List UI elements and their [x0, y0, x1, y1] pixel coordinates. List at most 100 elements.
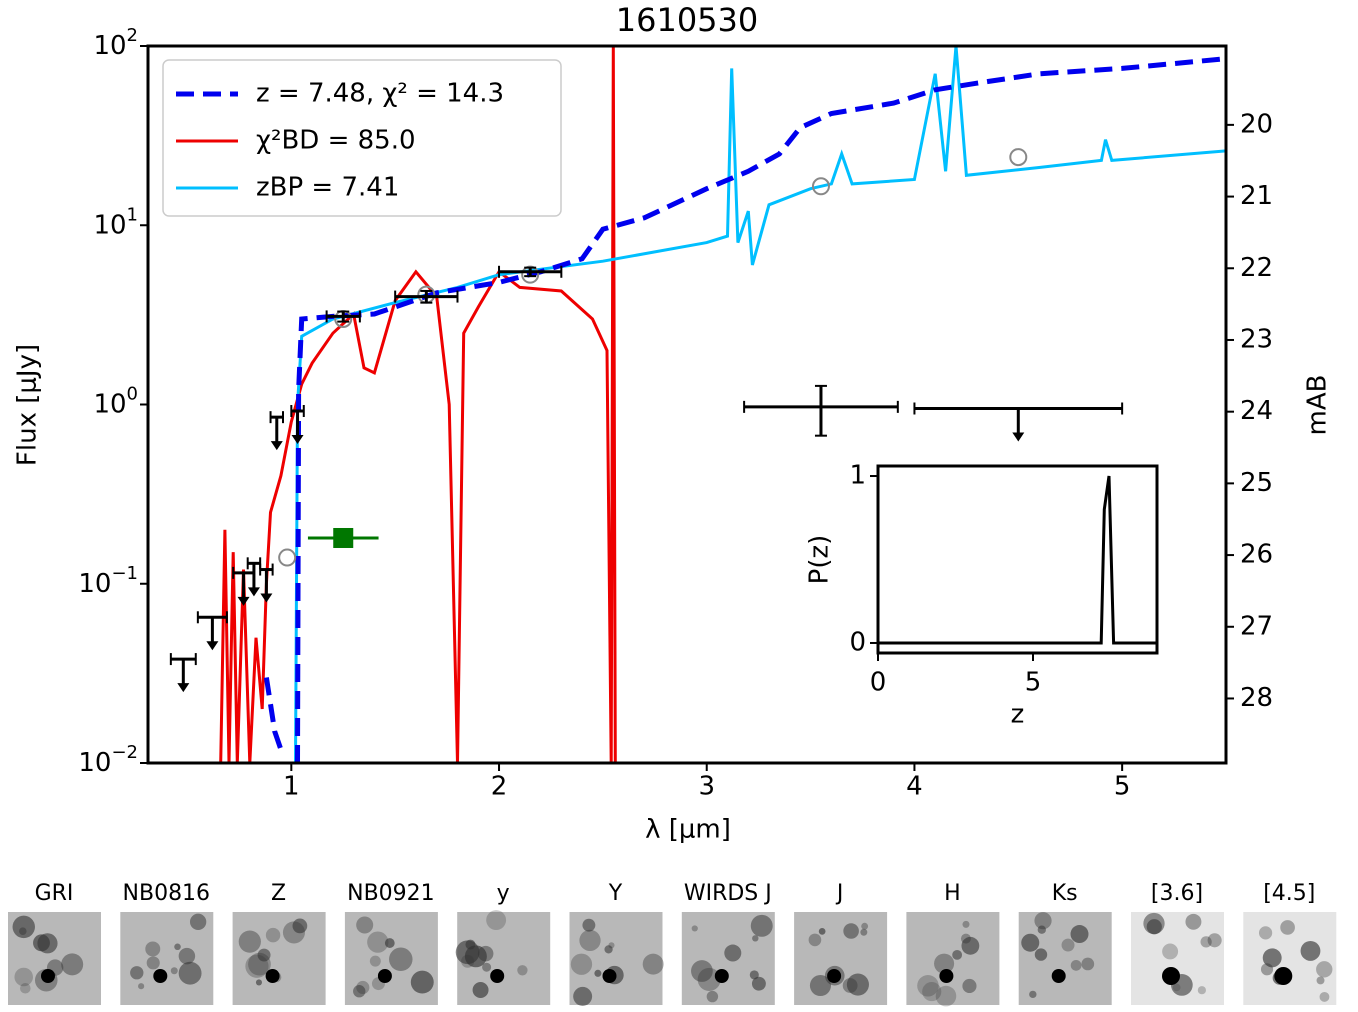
detection — [498, 265, 563, 278]
inset-bg — [878, 466, 1157, 653]
y2-tick-label: 27 — [1240, 611, 1273, 641]
inset-y-tick-label: 1 — [849, 461, 866, 491]
point — [333, 527, 354, 548]
cutout-blob — [1316, 976, 1325, 985]
y-tick-label: 102 — [93, 25, 138, 61]
cutout-blob — [178, 961, 202, 985]
cutout-label: Z — [271, 881, 286, 906]
cutout-blob — [1316, 961, 1333, 978]
cutout-blob — [1061, 938, 1075, 952]
upper-limit — [290, 404, 305, 444]
cutout-blob — [582, 918, 596, 932]
limit-arrowhead — [206, 641, 219, 651]
cutout-blob — [1262, 948, 1282, 968]
cutout-source — [153, 969, 168, 983]
cutout-blob — [389, 947, 413, 972]
cutout-blob — [245, 954, 269, 978]
cutout-label: Y — [608, 881, 623, 906]
cutout-label: [4.5] — [1263, 881, 1315, 906]
limit-arrowhead — [1012, 432, 1025, 442]
legend-box — [162, 59, 562, 217]
x-tick-label: 2 — [491, 772, 508, 802]
cutout-blob — [384, 938, 395, 948]
cutout-blob — [1070, 925, 1089, 944]
cutout-blob — [697, 967, 721, 991]
cutout-source — [1051, 969, 1066, 983]
y2-tick-label: 21 — [1240, 181, 1273, 211]
cutout-blob — [861, 922, 869, 930]
cutout-blob — [138, 983, 145, 990]
y2-tick-label: 23 — [1240, 324, 1273, 354]
y2-tick-label: 22 — [1240, 253, 1273, 283]
cutout-blob — [257, 948, 271, 962]
chart-title: 1610530 — [616, 1, 759, 39]
cutout-source — [490, 969, 505, 983]
cutout-blob — [367, 931, 389, 953]
cutout-blob — [353, 985, 366, 998]
cutout-source — [714, 969, 729, 983]
upper-limit — [246, 557, 262, 597]
cutout-blob — [809, 974, 832, 997]
detection — [325, 310, 361, 323]
cutout-blob — [642, 953, 664, 975]
y2-tick-label: 20 — [1240, 109, 1273, 139]
limit-arrowhead — [260, 593, 273, 603]
cutout-blob — [860, 928, 868, 936]
cutout-blob — [579, 929, 601, 952]
cutout-source — [1274, 967, 1293, 985]
detection — [743, 384, 899, 437]
cutout-label: y — [497, 881, 510, 906]
cutout-blob — [461, 954, 475, 968]
y2-tick-label: 25 — [1240, 468, 1273, 498]
cutout-blob — [1081, 957, 1095, 971]
cutout-blob — [1021, 933, 1040, 952]
cutout-label: NB0921 — [347, 881, 435, 906]
cutout-image — [906, 912, 1000, 1005]
cutout-blob — [808, 933, 822, 947]
cutout-blob — [1260, 963, 1274, 976]
detection — [394, 289, 459, 304]
cutout-blob — [1034, 912, 1052, 930]
cutout-label: H — [944, 881, 961, 906]
upper-limit — [232, 566, 255, 606]
y-tick-label: 10−2 — [78, 742, 138, 778]
cutout-blob — [517, 965, 528, 976]
cutout-blob — [486, 910, 507, 931]
limit-arrowhead — [291, 434, 304, 444]
inset-x-tick-label: 5 — [1025, 668, 1042, 698]
cutout-blob — [1185, 913, 1202, 930]
cutout-blob — [33, 934, 50, 952]
y-tick-label: 10−1 — [78, 563, 138, 599]
cutout-blob — [962, 920, 970, 928]
cutout-source — [939, 969, 954, 983]
cutout-blob — [594, 969, 602, 977]
y2-tick-label: 24 — [1240, 396, 1273, 426]
upper-limit — [196, 611, 228, 651]
cutout-blob — [1280, 920, 1295, 935]
cutout-source — [1162, 967, 1180, 985]
cutout-blob — [1319, 991, 1330, 1002]
inset-x-label: z — [1011, 700, 1025, 730]
cutout-blob — [174, 943, 181, 951]
cutout-blob — [935, 985, 957, 1007]
legend-label: z = 7.48, χ² = 14.3 — [256, 79, 504, 109]
cutout-blob — [238, 930, 261, 953]
axes-frame — [146, 44, 1228, 765]
x-tick-label: 4 — [906, 772, 923, 802]
cutout-blob — [356, 980, 370, 995]
cutout-blob — [917, 974, 939, 997]
cutout-blob — [455, 940, 480, 965]
cutout-blob — [410, 970, 434, 994]
cutout-blob — [608, 942, 615, 949]
cutout-image — [794, 912, 888, 1005]
cutout-blob — [1172, 983, 1181, 992]
cutout-blob — [1300, 940, 1321, 961]
upper-limit — [913, 402, 1124, 442]
cutout-label: Ks — [1052, 881, 1078, 906]
cutout-blob — [20, 982, 31, 994]
y-axis-label: Flux [μJy] — [13, 344, 43, 466]
upper-limit — [259, 563, 274, 603]
cutout-blob — [724, 944, 742, 962]
cutout-blob — [952, 949, 963, 960]
cutout-blob — [472, 982, 489, 998]
